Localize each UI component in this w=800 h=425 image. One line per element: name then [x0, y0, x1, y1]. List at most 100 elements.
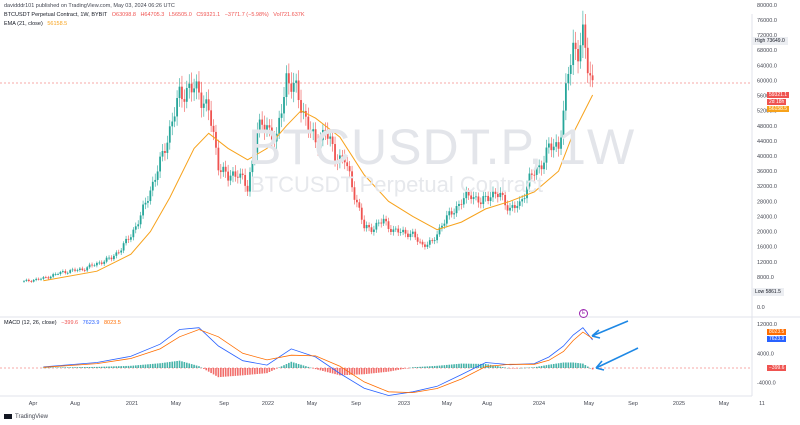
price-tick-label: 80000.0	[757, 3, 777, 9]
candle-body	[280, 113, 283, 118]
macd-histogram-bar	[550, 364, 553, 368]
time-tick-label: May	[442, 401, 453, 407]
macd-histogram-bar	[326, 368, 329, 373]
candle-body	[509, 207, 511, 211]
candle-body	[185, 87, 188, 102]
candle-body	[154, 179, 157, 182]
macd-histogram-bar	[433, 365, 436, 368]
candle-body	[477, 196, 480, 203]
candle-body	[591, 75, 594, 81]
candle-body	[261, 119, 264, 125]
macd-histogram-bar	[195, 365, 198, 368]
macd-histogram-bar	[494, 365, 497, 368]
low-value: L56505.0	[168, 12, 192, 18]
candle-body	[484, 195, 487, 197]
candle-body	[122, 243, 125, 251]
macd-histogram-bar	[142, 364, 144, 368]
macd-histogram-bar	[472, 363, 475, 368]
macd-histogram-bar	[377, 368, 380, 373]
time-tick-label: 11	[759, 401, 765, 407]
macd-histogram-bar	[533, 367, 536, 368]
macd-histogram-bar	[57, 367, 59, 368]
price-tick-label: 12000.0	[757, 260, 777, 266]
macd-histogram-bar	[339, 368, 341, 376]
macd-tick-label: -4000.0	[757, 381, 776, 387]
macd-histogram-bar	[394, 368, 397, 371]
candle-body	[324, 129, 327, 132]
candle-body	[297, 80, 300, 101]
macd-histogram-bar	[127, 365, 130, 368]
price-tick-label: 72000.0	[757, 33, 777, 39]
candle-body	[139, 215, 142, 225]
candle-body	[47, 277, 50, 279]
candle-body	[407, 233, 409, 238]
candle-body	[560, 137, 562, 149]
symbol-title[interactable]: BTCUSDT Perpetual Contract, 1W, BYBIT	[4, 12, 108, 18]
macd-histogram-bar	[567, 362, 570, 368]
macd-histogram-bar	[572, 362, 574, 368]
candle-body	[402, 229, 404, 233]
candle-body	[164, 151, 166, 153]
watermark-description: BTCUSDT Perpetual Contract	[250, 172, 544, 197]
candle-body	[455, 206, 458, 214]
candle-body	[241, 173, 244, 176]
macd-label[interactable]: MACD (12, 26, close)	[4, 320, 57, 326]
macd-histogram-bar	[518, 367, 521, 369]
macd-histogram-bar	[412, 367, 414, 368]
macd-histogram-bar	[244, 368, 246, 376]
candle-body	[144, 202, 147, 205]
candle-body	[317, 142, 319, 149]
candle-body	[54, 274, 57, 275]
macd-histogram-bar	[448, 364, 451, 368]
candle-body	[574, 42, 577, 50]
candle-body	[287, 73, 290, 84]
macd-histogram-bar	[263, 368, 266, 374]
candle-body	[431, 240, 434, 242]
macd-histogram-bar	[227, 368, 229, 377]
macd-histogram-bar	[416, 366, 419, 368]
event-marker-icon[interactable]: E	[579, 309, 588, 318]
candle-body	[57, 274, 59, 275]
macd-histogram-bar	[49, 367, 52, 369]
candle-body	[496, 193, 499, 198]
candle-body	[236, 176, 239, 178]
macd-histogram-bar	[45, 367, 47, 369]
candle-body	[513, 205, 516, 209]
macd-histogram-bar	[351, 368, 353, 375]
ema-line	[43, 94, 594, 282]
candle-body	[569, 65, 572, 74]
candle-body	[246, 185, 249, 192]
price-tick-label: 32000.0	[757, 184, 777, 190]
time-tick-label: 2023	[398, 401, 410, 407]
candle-body	[543, 162, 545, 170]
macd-histogram-bar	[562, 362, 565, 368]
macd-histogram-bar	[176, 360, 178, 368]
ema-label[interactable]: EMA (21, close)	[4, 21, 43, 27]
candle-body	[465, 191, 468, 199]
candle-body	[137, 224, 140, 227]
macd-histogram-bar	[348, 368, 351, 375]
macd-histogram-bar	[322, 368, 324, 371]
candle-body	[492, 191, 494, 198]
macd-histogram-bar	[188, 363, 191, 368]
macd-histogram-bar	[302, 365, 305, 368]
candle-body	[142, 204, 144, 216]
macd-histogram-bar	[414, 367, 417, 368]
candle-body	[385, 218, 387, 222]
candle-body	[96, 262, 98, 266]
tradingview-logo[interactable]: TradingView	[4, 414, 48, 420]
macd-histogram-bar	[475, 363, 477, 368]
candle-body	[168, 126, 171, 143]
macd-histogram-bar	[115, 366, 118, 368]
macd-histogram-bar	[232, 368, 234, 377]
candle-body	[127, 238, 130, 240]
macd-histogram-bar	[492, 365, 494, 368]
macd-histogram-bar	[470, 363, 472, 368]
macd-histogram-bar	[426, 366, 429, 368]
macd-histogram-bar	[579, 363, 582, 368]
time-tick-label: 2025	[673, 401, 685, 407]
candle-body	[178, 86, 181, 99]
candle-body	[368, 225, 370, 228]
candle-body	[533, 174, 536, 176]
macd-histogram-bar	[353, 368, 356, 375]
